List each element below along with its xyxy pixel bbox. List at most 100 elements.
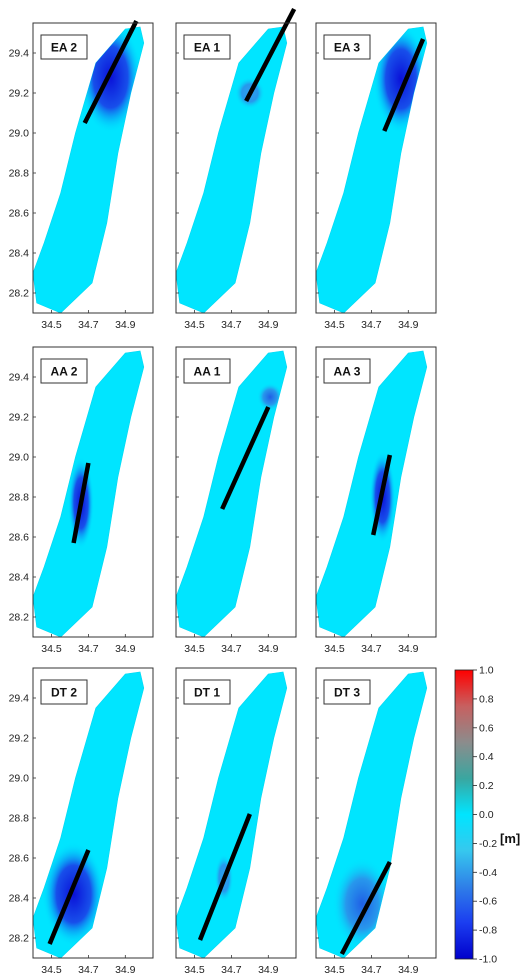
panel-title-text: DT 2 xyxy=(51,686,77,700)
plot-frame xyxy=(175,667,297,959)
panel-title-text: EA 2 xyxy=(51,41,78,55)
panel-title-box xyxy=(323,358,371,384)
colorbar-tick-label: -0.8 xyxy=(479,925,497,937)
plot-frame xyxy=(175,346,297,638)
colorbar-tick-label: 0.6 xyxy=(479,722,494,734)
panel-title: EA 2 xyxy=(40,34,88,60)
y-tick-label: 28.8 xyxy=(9,813,30,825)
x-tick-label: 34.5 xyxy=(184,964,205,974)
x-tick-label: 34.5 xyxy=(324,643,345,655)
x-tick-label: 34.5 xyxy=(184,643,205,655)
x-tick-label: 34.5 xyxy=(184,319,205,331)
panel-title-text: AA 2 xyxy=(51,365,78,379)
x-tick-label: 34.7 xyxy=(361,643,382,655)
x-tick-label: 34.7 xyxy=(361,319,382,331)
colorbar-gradient xyxy=(454,669,474,960)
panel: AA 1 34.5 34.7 34.9 xyxy=(175,346,297,655)
x-tick-label: 34.5 xyxy=(324,319,345,331)
plot-frame xyxy=(315,346,437,638)
fault-line xyxy=(82,19,139,125)
panel: DT 3 34.5 34.7 34.9 xyxy=(315,667,437,974)
panel-title: AA 3 xyxy=(323,358,371,384)
y-tick-label: 29.4 xyxy=(9,48,30,60)
colorbar-tick-label: 0.0 xyxy=(479,809,494,821)
y-tick-label: 28.2 xyxy=(9,288,30,300)
x-tick-label: 34.9 xyxy=(398,643,419,655)
panel-title-box xyxy=(40,679,88,705)
y-tick-label: 29.0 xyxy=(9,128,30,140)
panel-title-text: EA 3 xyxy=(334,41,361,55)
panel-title: AA 1 xyxy=(183,358,231,384)
plot-frame xyxy=(32,22,154,314)
panel-title-box xyxy=(183,358,231,384)
y-tick-label: 28.2 xyxy=(9,612,30,624)
y-tick-label: 29.4 xyxy=(9,372,30,384)
colorbar-tick-label: 0.2 xyxy=(479,780,494,792)
x-tick-label: 34.5 xyxy=(324,964,345,974)
x-tick-label: 34.5 xyxy=(41,643,62,655)
x-tick-label: 34.9 xyxy=(115,319,136,331)
colorbar-tick-label: 1.0 xyxy=(479,665,494,677)
fault-line xyxy=(71,462,91,544)
y-tick-label: 28.4 xyxy=(9,572,30,584)
colorbar-tick-label: -0.6 xyxy=(479,896,497,908)
y-tick-label: 28.6 xyxy=(9,853,30,865)
panel: EA 1 34.5 34.7 34.9 xyxy=(175,7,297,331)
y-tick-label: 28.6 xyxy=(9,208,30,220)
fault-line xyxy=(244,7,297,103)
plot-frame xyxy=(175,22,297,314)
plot-frame xyxy=(32,667,154,959)
x-tick-label: 34.7 xyxy=(78,643,99,655)
x-tick-label: 34.5 xyxy=(41,319,62,331)
panel-title-text: DT 1 xyxy=(194,686,220,700)
panel-title: DT 3 xyxy=(323,679,371,705)
panel-title-box xyxy=(323,34,371,60)
fault-line xyxy=(382,38,426,132)
panel-title-text: EA 1 xyxy=(194,41,221,55)
panel-title-box xyxy=(40,358,88,384)
panel: DT 1 34.5 34.7 34.9 xyxy=(175,667,297,974)
colorbar-unit-label: [m] xyxy=(500,831,520,846)
y-tick-label: 28.8 xyxy=(9,168,30,180)
y-tick-label: 28.4 xyxy=(9,248,30,260)
y-tick-label: 29.0 xyxy=(9,773,30,785)
displacement-anomaly xyxy=(257,383,284,411)
panel-title-text: AA 3 xyxy=(334,365,361,379)
panel-title-box xyxy=(183,679,231,705)
x-tick-label: 34.7 xyxy=(78,319,99,331)
fault-line xyxy=(371,454,393,536)
y-tick-label: 28.2 xyxy=(9,933,30,945)
x-tick-label: 34.7 xyxy=(221,643,242,655)
colorbar-tick-label: -0.2 xyxy=(479,838,497,850)
fault-line xyxy=(339,860,392,956)
x-tick-label: 34.5 xyxy=(41,964,62,974)
y-tick-label: 29.2 xyxy=(9,412,30,424)
y-tick-label: 28.4 xyxy=(9,893,30,905)
colorbar: 1.0 0.8 0.6 0.4 0.2 0.0 -0.2 -0.4 -0.6 -0.8 -1.0 [… xyxy=(454,665,520,966)
x-tick-label: 34.9 xyxy=(398,319,419,331)
panel-title: AA 2 xyxy=(40,358,88,384)
panel-title-text: AA 1 xyxy=(194,365,221,379)
x-tick-label: 34.9 xyxy=(398,964,419,974)
fault-line xyxy=(47,849,91,945)
colorbar-ticks: 1.0 0.8 0.6 0.4 0.2 0.0 -0.2 -0.4 -0.6 -0.8 -1.0 xyxy=(473,665,497,966)
x-tick-label: 34.9 xyxy=(115,643,136,655)
y-tick-label: 29.2 xyxy=(9,88,30,100)
panel-title: DT 2 xyxy=(40,679,88,705)
fault-line xyxy=(220,406,271,510)
x-tick-label: 34.9 xyxy=(115,964,136,974)
y-tick-label: 29.2 xyxy=(9,733,30,745)
panel-title-box xyxy=(323,679,371,705)
y-tick-label: 29.4 xyxy=(9,693,30,705)
panel: AA 2 29.4 29.2 29.0 28.8 28.6 28.4 28.2 34.5 34.7… xyxy=(9,346,154,655)
x-tick-label: 34.9 xyxy=(258,319,279,331)
panel: AA 3 34.5 34.7 34.9 xyxy=(315,346,437,655)
x-tick-label: 34.7 xyxy=(78,964,99,974)
panel-title: EA 3 xyxy=(323,34,371,60)
panel-title: DT 1 xyxy=(183,679,231,705)
panel: EA 2 29.4 29.2 29.0 28.8 28.6 28.4 28.2 34.5 34.7… xyxy=(9,19,154,331)
panel-title-box xyxy=(40,34,88,60)
y-tick-label: 28.6 xyxy=(9,532,30,544)
x-tick-label: 34.9 xyxy=(258,643,279,655)
